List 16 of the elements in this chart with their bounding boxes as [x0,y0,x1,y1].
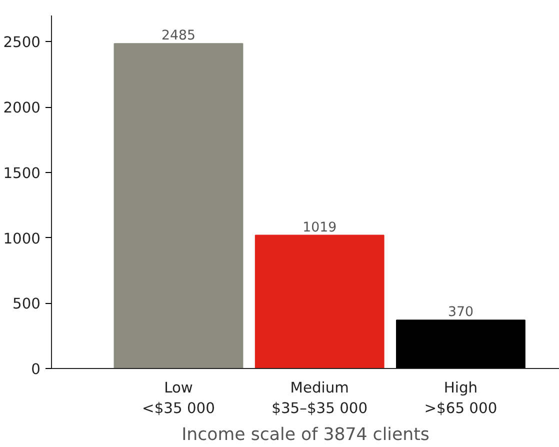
y-tick-label: 1000 [3,230,41,248]
bar [114,43,244,368]
bar [254,234,384,368]
x-tick-label: High >$65 000 [424,380,498,417]
x-tick-label: Medium $35–$35 000 [272,380,368,417]
x-tick-label: Low <$35 000 [142,380,215,417]
bar [396,320,526,368]
x-axis-title: Income scale of 3874 clients [182,424,430,445]
y-tick-label: 2500 [3,34,41,52]
data-label: 370 [448,305,474,320]
y-tick-label: 0 [31,361,41,378]
y-tick-label: 2000 [3,100,41,117]
y-tick-label: 500 [12,296,41,313]
data-label: 1019 [302,220,337,236]
data-label: 2485 [162,28,196,44]
y-tick-label: 1500 [3,164,41,182]
